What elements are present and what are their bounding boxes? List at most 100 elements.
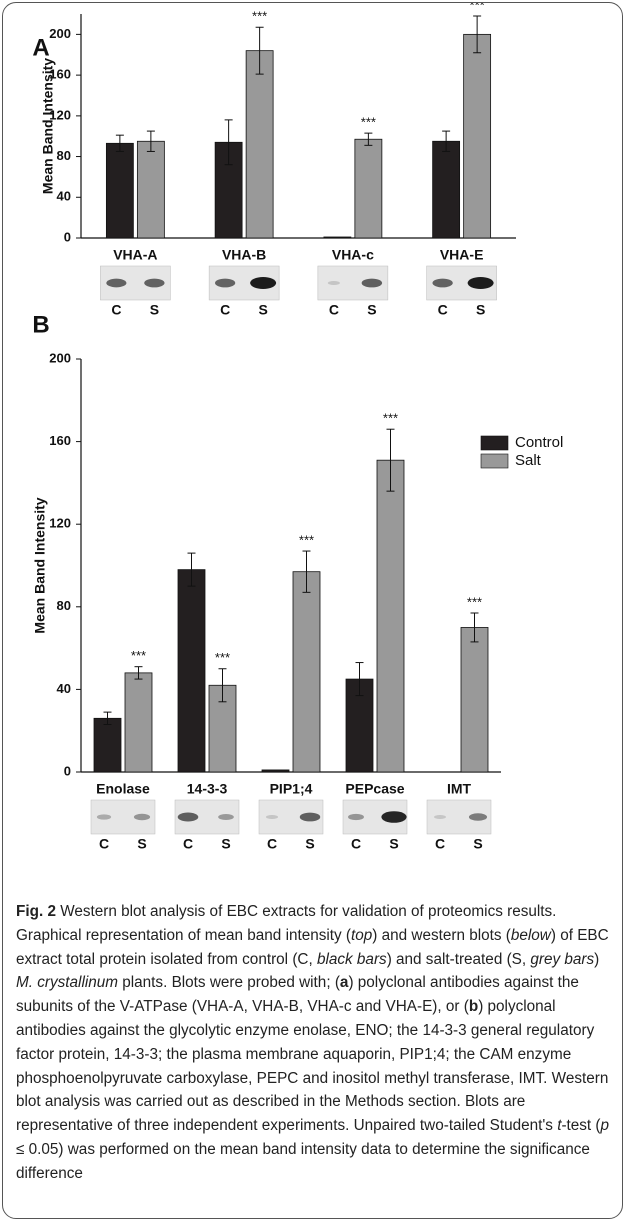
lane-label: S <box>367 302 376 318</box>
y-axis-title: Mean Band Intensity <box>32 497 48 633</box>
caption-text: Fig. 2 <box>16 903 56 920</box>
caption-text: ) polyclonal antibodies against the glyc… <box>16 998 608 1134</box>
lane-label: S <box>137 836 146 852</box>
significance: *** <box>252 9 267 24</box>
lane-label: S <box>150 302 159 318</box>
bar <box>137 141 164 238</box>
y-tick-label: 40 <box>57 189 71 204</box>
y-tick-label: 0 <box>64 229 71 244</box>
blot-band <box>328 281 340 285</box>
lane-label: C <box>435 836 445 852</box>
y-tick-label: 80 <box>57 598 71 613</box>
blot-band <box>469 813 487 821</box>
caption-text: b <box>469 998 478 1015</box>
x-tick-label: VHA-B <box>222 247 266 263</box>
y-tick-label: 120 <box>49 516 71 531</box>
blot-band <box>266 815 278 819</box>
panel-label: A <box>32 34 49 61</box>
caption-text: top <box>351 927 372 944</box>
y-tick-label: 80 <box>57 148 71 163</box>
bar <box>106 143 133 238</box>
lane-label: C <box>220 302 230 318</box>
x-tick-label: Enolase <box>96 781 150 797</box>
lane-label: S <box>476 302 485 318</box>
x-tick-label: 14-3-3 <box>187 781 228 797</box>
bar <box>377 460 404 772</box>
lane-label: C <box>99 836 109 852</box>
significance: *** <box>299 532 314 547</box>
lane-label: C <box>329 302 339 318</box>
caption-text: ≤ 0.05) was performed on the mean band i… <box>16 1141 590 1182</box>
bar <box>246 51 273 238</box>
y-tick-label: 200 <box>49 350 71 365</box>
y-tick-label: 200 <box>49 26 71 41</box>
lane-label: S <box>305 836 314 852</box>
significance: *** <box>215 650 230 665</box>
lane-label: C <box>438 302 448 318</box>
bar <box>293 572 320 772</box>
caption-text: below <box>511 927 551 944</box>
blot-band <box>250 277 276 289</box>
chart: A Mean Band Intensity 0 40 80 120 160 200 VHA-A C… <box>3 3 622 898</box>
lane-label: S <box>473 836 482 852</box>
significance: *** <box>383 411 398 426</box>
caption: Fig. 2 Western blot analysis of EBC extr… <box>16 900 611 1186</box>
significance: *** <box>361 115 376 130</box>
caption-text: plants. Blots were probed with; ( <box>118 974 340 991</box>
bar <box>324 237 351 238</box>
lane-label: C <box>183 836 193 852</box>
blot-band <box>432 279 452 288</box>
lane-label: C <box>267 836 277 852</box>
bar <box>262 770 289 772</box>
bar <box>464 34 491 238</box>
caption-text: M. crystallinum <box>16 974 118 991</box>
blot-band <box>144 279 164 288</box>
bar <box>94 718 121 772</box>
bar <box>125 673 152 772</box>
blot-band <box>434 815 446 819</box>
bar <box>461 627 488 772</box>
panel-label: B <box>32 311 49 338</box>
blot-band <box>218 814 234 820</box>
y-tick-label: 40 <box>57 681 71 696</box>
caption-text: -test ( <box>561 1117 600 1134</box>
blot-band <box>215 279 235 288</box>
bar <box>355 139 382 238</box>
blot-band <box>178 813 199 822</box>
x-tick-label: VHA-c <box>332 247 374 263</box>
legend-swatch <box>481 454 508 468</box>
blot-band <box>134 814 150 820</box>
y-tick-label: 160 <box>49 433 71 448</box>
blot-band <box>300 813 320 822</box>
significance: *** <box>131 648 146 663</box>
x-tick-label: VHA-A <box>113 247 157 263</box>
blot-band <box>381 811 406 823</box>
legend-label: Control <box>515 434 563 451</box>
caption-text: ) <box>594 951 599 968</box>
figure: A Mean Band Intensity 0 40 80 120 160 200 VHA-A C… <box>2 2 623 1219</box>
y-tick-label: 120 <box>49 107 71 122</box>
y-tick-label: 160 <box>49 67 71 82</box>
blot-band <box>97 814 111 819</box>
bar <box>178 570 205 772</box>
blot-band <box>468 277 494 289</box>
x-tick-label: IMT <box>447 781 472 797</box>
x-tick-label: VHA-E <box>440 247 484 263</box>
caption-text: grey bars <box>530 951 594 968</box>
legend-swatch <box>481 436 508 450</box>
lane-label: S <box>258 302 267 318</box>
y-tick-label: 0 <box>64 763 71 778</box>
significance: *** <box>467 594 482 609</box>
x-tick-label: PEPcase <box>345 781 404 797</box>
significance: *** <box>470 3 485 12</box>
bar <box>433 141 460 238</box>
x-tick-label: PIP1;4 <box>270 781 313 797</box>
lane-label: S <box>221 836 230 852</box>
blot-band <box>106 279 126 288</box>
blot-band <box>362 279 382 288</box>
lane-label: C <box>351 836 361 852</box>
caption-text: p <box>601 1117 610 1134</box>
blot-band <box>348 814 364 820</box>
legend-label: Salt <box>515 452 542 469</box>
lane-label: C <box>111 302 121 318</box>
